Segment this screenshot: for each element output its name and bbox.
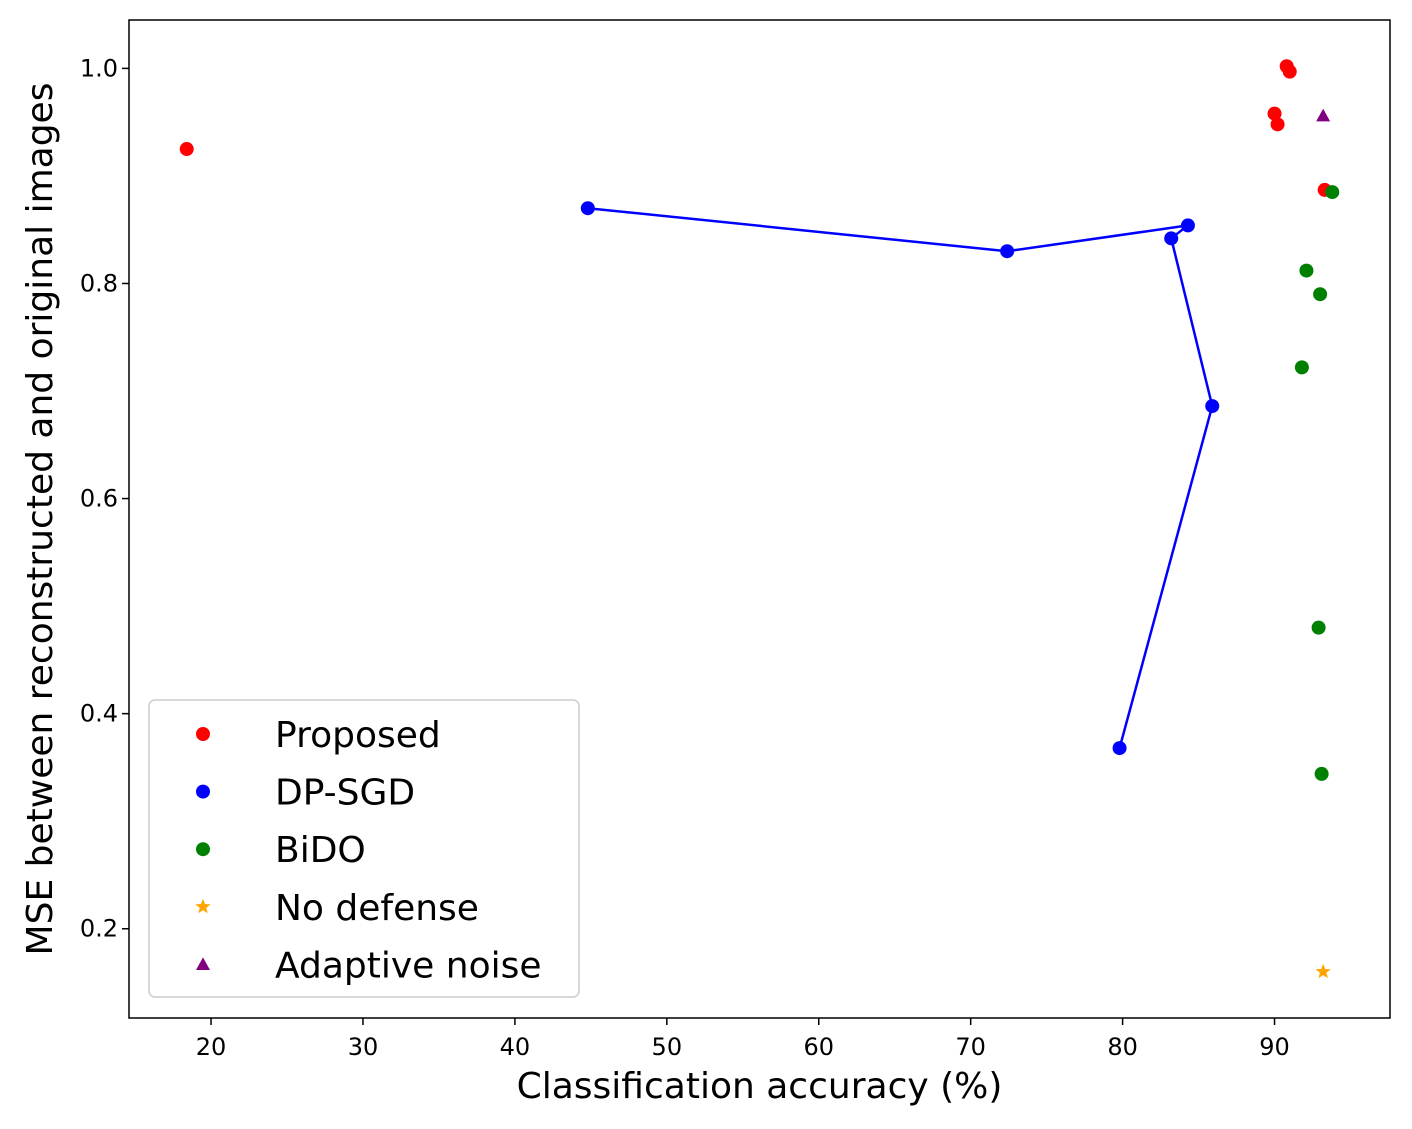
data-point-bido — [1313, 287, 1328, 302]
data-point-proposed — [1270, 117, 1285, 132]
data-point-dp-sgd — [1000, 244, 1015, 259]
data-point-bido — [1294, 360, 1309, 375]
x-tick-label: 60 — [803, 1033, 834, 1061]
data-point-bido — [1311, 620, 1326, 635]
data-point-proposed — [1267, 106, 1282, 121]
data-point-no-defense — [1315, 963, 1331, 979]
plot-frame — [128, 19, 1391, 1019]
x-tick-label: 20 — [196, 1033, 227, 1061]
y-tick-label: 1.0 — [80, 54, 118, 82]
y-axis-ticks: 0.2 0.4 0.6 0.8 1.0 — [80, 54, 129, 943]
y-tick-label: 0.8 — [80, 269, 118, 297]
legend-label-proposed: Proposed — [275, 715, 441, 756]
data-point-proposed — [1282, 64, 1297, 79]
legend-label-bido: BiDO — [275, 830, 366, 871]
y-axis-label: MSE between reconstructed and original i… — [20, 83, 61, 956]
legend-marker-adaptive-noise — [196, 957, 210, 970]
legend-marker-bido — [196, 842, 210, 857]
series-layer — [179, 59, 1340, 979]
data-point-bido — [1299, 263, 1314, 278]
data-point-dp-sgd — [1164, 231, 1179, 246]
x-tick-label: 70 — [955, 1033, 986, 1061]
legend-frame — [148, 699, 580, 998]
legend: Proposed DP-SGD BiDO No defense Adaptive noi… — [148, 699, 580, 998]
y-tick-label: 0.4 — [80, 700, 118, 728]
x-axis-ticks: 20 30 40 50 60 70 80 90 — [196, 1018, 1290, 1061]
legend-marker-proposed — [196, 727, 210, 741]
legend-label-adaptive-noise: Adaptive noise — [275, 945, 542, 986]
legend-label-no-defense: No defense — [275, 888, 479, 929]
series-line-dp-sgd — [587, 206, 1214, 749]
x-tick-label: 80 — [1107, 1033, 1138, 1061]
x-axis-label: Classification accuracy (%) — [517, 1066, 1003, 1107]
data-point-proposed — [179, 142, 194, 157]
series-bido — [1294, 185, 1340, 781]
data-point-dp-sgd — [580, 201, 595, 216]
data-point-dp-sgd — [1180, 218, 1195, 233]
data-point-bido — [1314, 766, 1329, 781]
data-point-dp-sgd — [1112, 741, 1127, 756]
series-no-defense — [1315, 963, 1331, 979]
data-point-bido — [1325, 185, 1340, 200]
legend-marker-dp-sgd — [196, 784, 210, 799]
x-tick-label: 30 — [348, 1033, 379, 1061]
legend-label-dp-sgd: DP-SGD — [275, 773, 415, 814]
x-tick-label: 50 — [652, 1033, 683, 1061]
legend-marker-no-defense — [195, 898, 211, 914]
x-tick-label: 90 — [1259, 1033, 1290, 1061]
data-point-dp-sgd — [1205, 399, 1220, 414]
x-tick-label: 40 — [500, 1033, 531, 1061]
y-tick-label: 0.2 — [80, 915, 118, 943]
series-adaptive-noise — [1316, 108, 1331, 122]
y-tick-label: 0.6 — [80, 485, 118, 513]
series-dp-sgd — [580, 201, 1220, 756]
data-point-adaptive-noise — [1316, 108, 1331, 122]
